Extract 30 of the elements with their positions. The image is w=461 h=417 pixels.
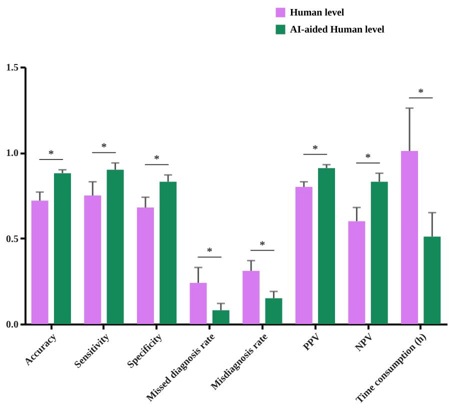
bar xyxy=(106,170,124,324)
annotation: * xyxy=(206,246,213,258)
y-tick-label: 0.0 xyxy=(6,320,18,330)
bar xyxy=(295,186,312,324)
annotation: * xyxy=(260,239,266,252)
bar xyxy=(84,196,102,324)
bar xyxy=(348,221,366,324)
bar xyxy=(190,282,207,324)
legend-label: AI-aided Human level xyxy=(290,24,385,36)
bar xyxy=(424,236,441,324)
y-tick-label: 1.0 xyxy=(6,148,18,160)
bar xyxy=(136,207,154,324)
annotation: * xyxy=(48,148,54,161)
y-tick-label: 0.5 xyxy=(6,234,18,245)
annotation: * xyxy=(418,86,424,99)
annotation: * xyxy=(101,142,108,154)
bar xyxy=(54,173,71,324)
bar xyxy=(265,298,282,324)
annotation: * xyxy=(365,152,372,164)
annotation: * xyxy=(154,154,160,166)
legend-label: Human level xyxy=(290,8,344,18)
y-tick-label: 1.5 xyxy=(6,62,18,74)
bar xyxy=(242,270,260,324)
bar xyxy=(31,200,48,324)
bar xyxy=(212,310,230,324)
annotation: * xyxy=(312,143,318,156)
bar xyxy=(401,150,418,324)
bar xyxy=(370,182,388,324)
bar xyxy=(318,168,336,324)
bar xyxy=(160,182,177,324)
